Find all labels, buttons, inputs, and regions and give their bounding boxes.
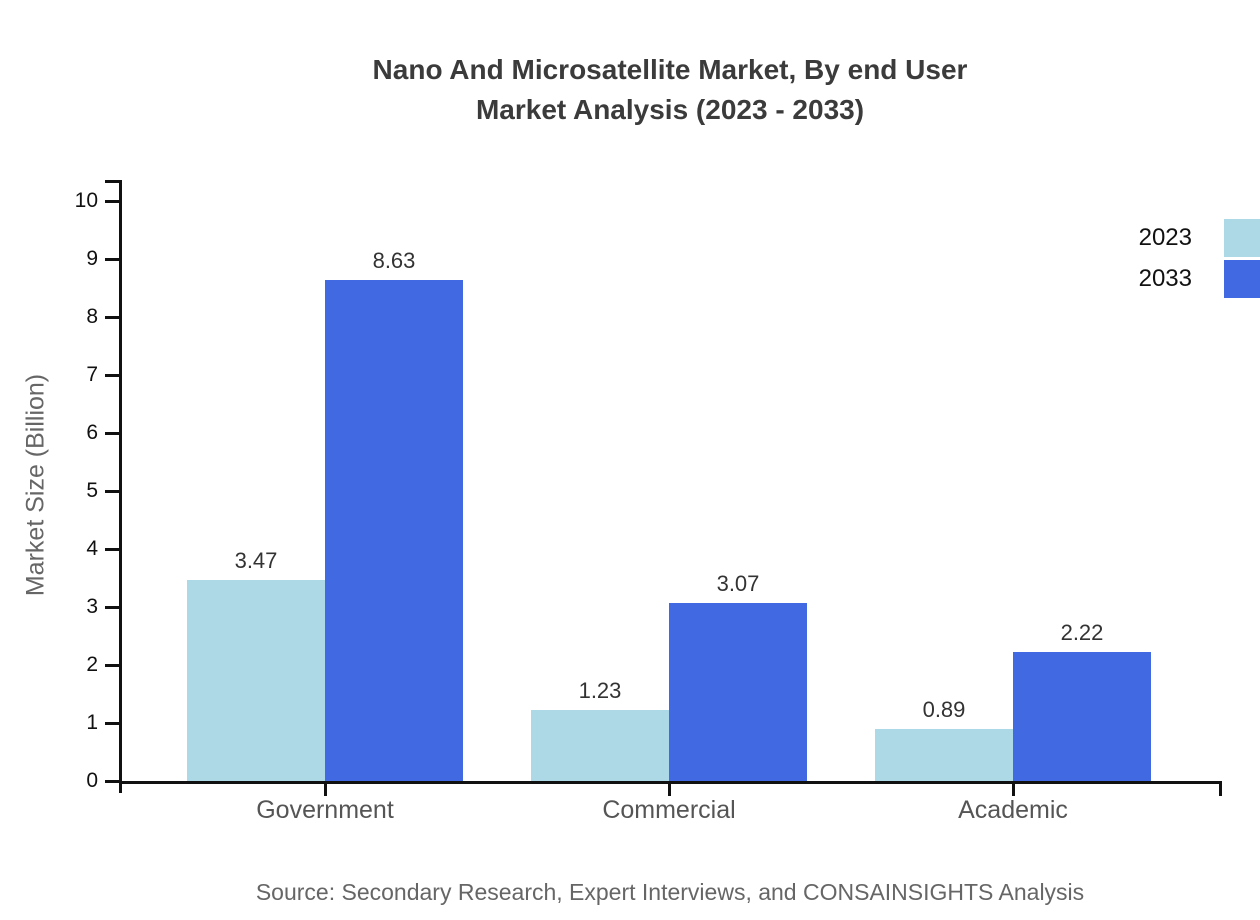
bar-value-label: 1.23 xyxy=(578,677,622,703)
x-category-label: Government xyxy=(256,796,394,824)
chart-title-line-1: Nano And Microsatellite Market, By end U… xyxy=(372,54,968,85)
legend-label-2023: 2023 xyxy=(1138,224,1192,251)
y-tick-mark xyxy=(105,374,120,377)
bar-2033-academic xyxy=(1013,652,1151,781)
y-tick-mark xyxy=(105,548,120,551)
y-tick-label: 1 xyxy=(86,711,98,734)
bar-2033-commercial xyxy=(669,602,807,781)
y-tick-mark xyxy=(105,664,120,667)
x-axis-line xyxy=(119,781,1222,784)
y-tick-label: 7 xyxy=(86,363,98,386)
y-tick-label: 9 xyxy=(86,247,98,270)
x-tick-mark xyxy=(1012,784,1015,796)
y-tick-mark xyxy=(105,780,120,783)
y-tick-mark xyxy=(105,432,120,435)
bar-2023-government xyxy=(187,579,325,781)
chart-title-line-2: Market Analysis (2023 - 2033) xyxy=(475,94,865,125)
y-tick-mark xyxy=(105,606,120,609)
bar-value-label: 0.89 xyxy=(922,697,966,723)
bar-value-label: 3.07 xyxy=(716,570,760,596)
y-tick-mark xyxy=(105,200,120,203)
source-note: Source: Secondary Research, Expert Inter… xyxy=(255,879,1085,905)
x-category-label: Commercial xyxy=(602,796,736,824)
y-tick-mark xyxy=(105,316,120,319)
bar-2023-academic xyxy=(875,729,1013,781)
y-tick-label: 4 xyxy=(86,537,98,560)
y-tick-mark xyxy=(105,258,120,261)
x-tick-mark xyxy=(324,784,327,796)
y-tick-label: 0 xyxy=(86,769,98,792)
y-tick-label: 6 xyxy=(86,421,98,444)
bar-value-label: 3.47 xyxy=(234,547,278,573)
bar-value-label: 2.22 xyxy=(1060,620,1104,646)
legend-label-2033: 2033 xyxy=(1138,265,1192,292)
y-tick-label: 10 xyxy=(74,189,98,212)
x-axis-end-cap xyxy=(1219,784,1222,796)
y-tick-label: 3 xyxy=(86,595,98,618)
y-axis-end-cap xyxy=(105,180,120,183)
y-tick-label: 5 xyxy=(86,479,98,502)
y-tick-label: 8 xyxy=(86,305,98,328)
bar-2023-commercial xyxy=(531,709,669,781)
chart-title: Nano And Microsatellite Market, By end U… xyxy=(80,50,1260,130)
x-tick-mark xyxy=(668,784,671,796)
x-category-label: Academic xyxy=(958,796,1068,824)
y-axis-line xyxy=(119,180,122,793)
legend-swatch-2033 xyxy=(1224,260,1260,298)
legend-swatch-2023 xyxy=(1224,219,1260,257)
y-tick-label: 2 xyxy=(86,653,98,676)
bar-2033-government xyxy=(325,280,463,781)
bar-value-label: 8.63 xyxy=(372,248,416,274)
y-tick-mark xyxy=(105,490,120,493)
y-tick-mark xyxy=(105,722,120,725)
